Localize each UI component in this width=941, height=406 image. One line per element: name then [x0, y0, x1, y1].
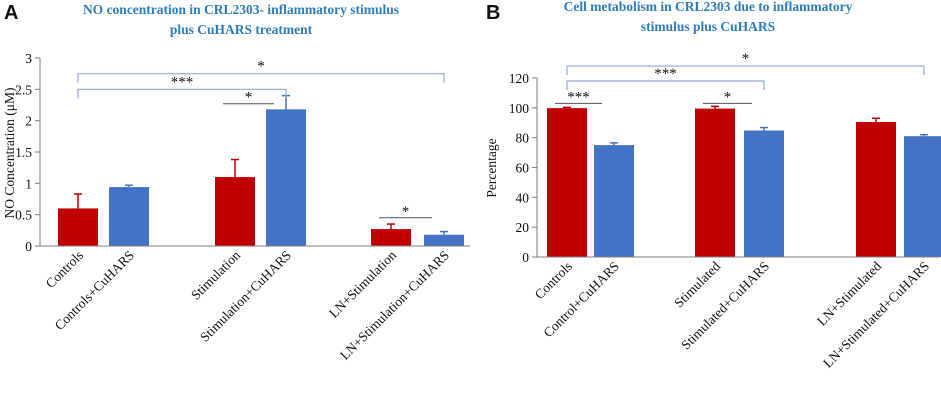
panel-a: A NO concentration in CRL2303- inflammat…	[2, 2, 470, 363]
significance-bracket-4	[77, 73, 445, 83]
y-tick-label: 3	[25, 51, 32, 66]
y-tick-label: 60	[516, 161, 530, 176]
y-tick-label: 1	[25, 176, 32, 191]
significance-label-1: ***	[567, 89, 590, 105]
bar-3	[695, 108, 735, 258]
y-tick-label: 0	[522, 250, 529, 265]
category-label-6: LN+Stimulation+CuHARS	[337, 248, 452, 363]
bar-5	[371, 229, 411, 246]
panel-letter-b: B	[486, 2, 500, 24]
y-tick-label: 120	[509, 71, 530, 86]
panel-b: B Cell metabolism in CRL2303 due to infl…	[484, 0, 941, 371]
chart-title-line-1: NO concentration in CRL2303- inflammator…	[83, 2, 399, 17]
y-tick-label: 2	[25, 114, 32, 129]
category-label-3: Stimulation	[188, 247, 243, 302]
y-tick-label: 80	[516, 131, 530, 146]
bar-2	[594, 145, 634, 257]
y-tick-label: 0	[25, 239, 32, 254]
significance-bracket-3	[566, 80, 765, 90]
y-tick-label: 40	[516, 190, 530, 205]
chart-title-line-1: Cell metabolism in CRL2303 due to inflam…	[564, 0, 853, 14]
bar-2	[109, 187, 149, 246]
y-axis-label: NO Concentration (μM)	[2, 88, 17, 219]
significance-label-4: *	[257, 59, 265, 75]
significance-label-3: ***	[654, 66, 677, 82]
significance-label-4: *	[742, 51, 750, 67]
y-tick-label: 2.5	[15, 82, 32, 97]
y-tick-label: 0.5	[15, 208, 32, 223]
y-tick-label: 1.5	[15, 145, 32, 160]
category-label-3: Stimulated	[671, 258, 723, 310]
panel-letter-a: A	[4, 2, 18, 24]
bar-3	[215, 177, 255, 246]
chart-title-line-2: stimulus plus CuHARS	[641, 19, 775, 34]
category-label-4: Stimulation+CuHARS	[197, 248, 294, 345]
significance-label-3: ***	[171, 74, 194, 90]
y-axis-label: Percentage	[484, 138, 499, 197]
significance-bracket-3	[77, 88, 287, 99]
bar-4	[744, 130, 784, 257]
bar-6	[424, 234, 464, 246]
y-tick-label: 20	[516, 220, 530, 235]
significance-bracket-4	[566, 65, 925, 76]
significance-label-1: *	[245, 90, 253, 106]
bar-1	[547, 108, 587, 257]
chart-title-line-2: plus CuHARS treatment	[170, 22, 313, 37]
bar-4	[266, 109, 306, 247]
category-label-1: Controls	[43, 248, 86, 291]
category-label-4: Stimulated+CuHARS	[678, 259, 772, 353]
bar-6	[904, 136, 941, 257]
bar-1	[58, 208, 98, 246]
significance-label-2: *	[724, 89, 732, 105]
bar-5	[856, 122, 896, 257]
y-tick-label: 100	[509, 101, 530, 116]
significance-label-2: *	[402, 204, 410, 220]
category-label-1: Controls	[532, 259, 575, 302]
